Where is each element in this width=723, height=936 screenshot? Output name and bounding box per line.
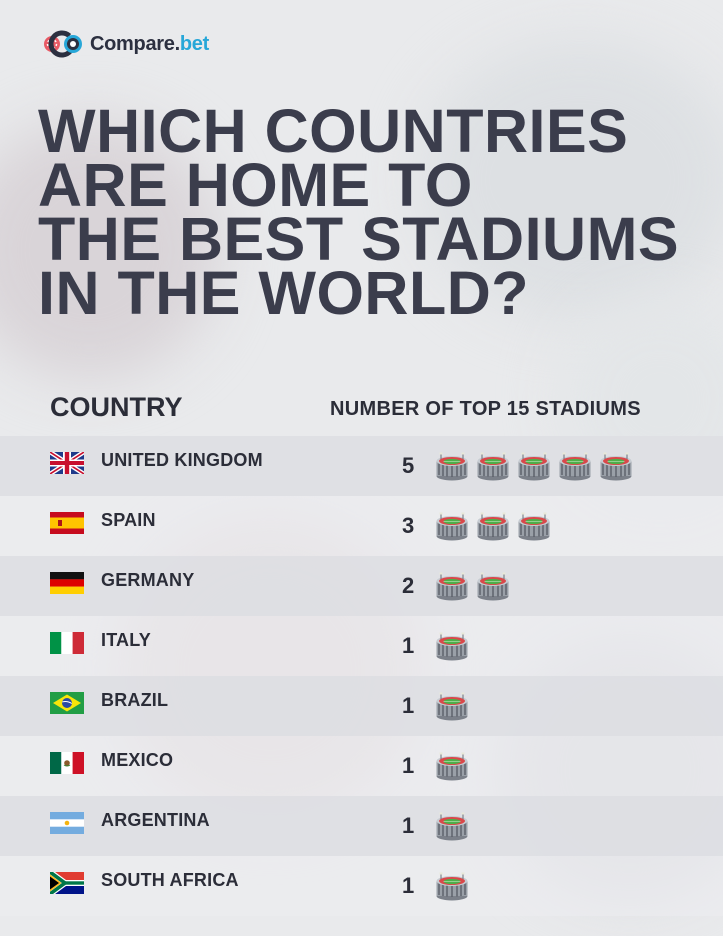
stadium-count-label: 1 xyxy=(402,813,415,838)
column-header-country: COUNTRY xyxy=(50,392,183,422)
stadium-icon-group xyxy=(435,630,695,664)
stadium-icon xyxy=(435,750,469,782)
compare-bet-logo-icon xyxy=(44,30,82,58)
stadium-icon xyxy=(435,570,469,602)
germany-flag-icon xyxy=(50,572,84,594)
stadium-count-label: 1 xyxy=(402,693,415,718)
stadium-icon xyxy=(435,510,469,542)
spain-flag-icon xyxy=(50,512,84,534)
country-name: ITALY xyxy=(101,630,152,650)
stadium-icon xyxy=(435,870,469,902)
stadium-icon xyxy=(435,690,469,722)
stadium-table: UNITED KINGDOM 5 SPAIN 3 GERMANY 2 ITALY 1 BRAZI… xyxy=(0,436,723,916)
stadium-icon xyxy=(476,450,510,482)
stadium-icon xyxy=(435,810,469,842)
uk-flag-icon xyxy=(50,452,84,474)
stadium-count-label: 3 xyxy=(402,513,415,538)
table-row: SPAIN 3 xyxy=(0,496,723,556)
stadium-icon-group xyxy=(435,570,695,604)
stadium-count-label: 1 xyxy=(402,873,415,898)
stadium-icon-group xyxy=(435,510,695,544)
table-row: BRAZIL 1 xyxy=(0,676,723,736)
table-row: ARGENTINA 1 xyxy=(0,796,723,856)
south-africa-flag-icon xyxy=(50,872,84,894)
argentina-flag-icon xyxy=(50,812,84,834)
table-row: MEXICO 1 xyxy=(0,736,723,796)
country-name: SPAIN xyxy=(101,510,156,530)
stadium-icon-group xyxy=(435,750,695,784)
title-line-2: ARE HOME TO xyxy=(38,151,473,219)
stadium-icon-group xyxy=(435,810,695,844)
table-row: ITALY 1 xyxy=(0,616,723,676)
brand-logo[interactable]: Compare.bet xyxy=(40,30,209,58)
stadium-icon xyxy=(435,630,469,662)
stadium-icon-group xyxy=(435,450,695,484)
country-name: MEXICO xyxy=(101,750,174,770)
table-row: SOUTH AFRICA 1 xyxy=(0,856,723,916)
stadium-count-label: 2 xyxy=(402,573,415,598)
stadium-icon xyxy=(517,450,551,482)
stadium-icon-group xyxy=(435,870,695,904)
title-line-1: WHICH COUNTRIES xyxy=(38,97,629,165)
table-row: GERMANY 2 xyxy=(0,556,723,616)
column-header-number: NUMBER OF TOP 15 STADIUMS xyxy=(330,398,641,420)
mexico-flag-icon xyxy=(50,752,84,774)
country-name: BRAZIL xyxy=(101,690,169,710)
brazil-flag-icon xyxy=(50,692,84,714)
stadium-count-label: 5 xyxy=(402,453,415,478)
stadium-count-label: 1 xyxy=(402,633,415,658)
country-name: GERMANY xyxy=(101,570,195,590)
country-name: SOUTH AFRICA xyxy=(101,870,239,890)
country-name: UNITED KINGDOM xyxy=(101,450,263,470)
stadium-icon xyxy=(599,450,633,482)
table-row: UNITED KINGDOM 5 xyxy=(0,436,723,496)
stadium-count-label: 1 xyxy=(402,753,415,778)
stadium-icon xyxy=(476,570,510,602)
stadium-icon xyxy=(435,450,469,482)
brand-name: Compare.bet xyxy=(90,32,209,55)
stadium-icon-group xyxy=(435,690,695,724)
stadium-icon xyxy=(558,450,592,482)
title-line-4: IN THE WORLD? xyxy=(38,259,530,327)
stadium-icon xyxy=(517,510,551,542)
country-name: ARGENTINA xyxy=(101,810,210,830)
italy-flag-icon xyxy=(50,632,84,654)
stadium-icon xyxy=(476,510,510,542)
title-line-3: THE BEST STADIUMS xyxy=(38,205,680,273)
page-title: WHICH COUNTRIES ARE HOME TO THE BEST STA… xyxy=(38,97,718,327)
